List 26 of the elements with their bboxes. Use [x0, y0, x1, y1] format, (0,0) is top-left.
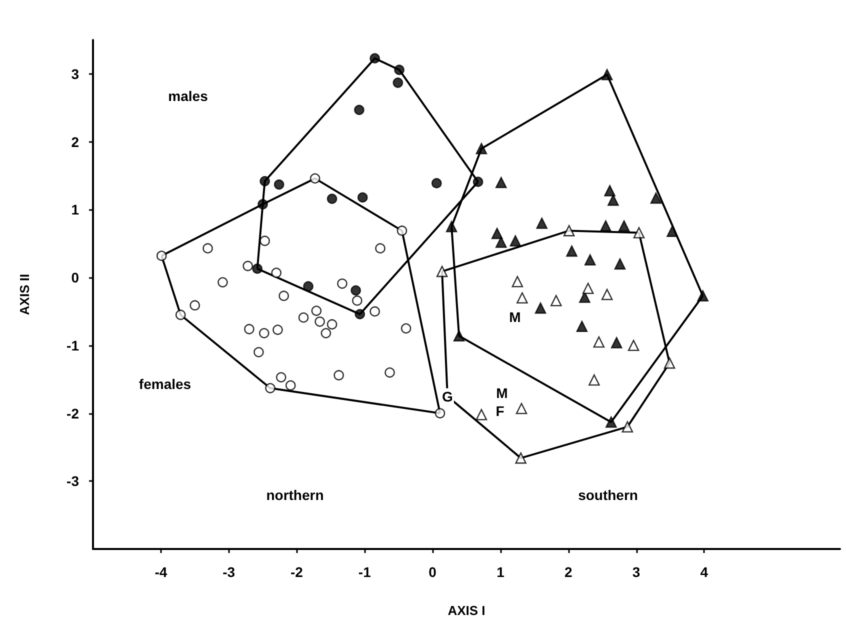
annotation: females	[138, 376, 192, 392]
x-tick-label: -1	[358, 564, 372, 580]
annotation: M	[496, 385, 508, 401]
y-tick-label: 2	[71, 134, 80, 150]
annotation: northern	[266, 487, 324, 503]
x-tick-label: 1	[496, 564, 505, 580]
x-tick-label: -4	[154, 564, 168, 580]
x-tick-label: -3	[222, 564, 236, 580]
y-tick-label: 3	[71, 66, 80, 82]
y-tick-label: -3	[66, 473, 80, 490]
y-tick-label: -1	[66, 337, 80, 354]
x-tick-label: -2	[290, 564, 304, 580]
annotation: M	[509, 309, 521, 325]
y-tick-label: 0	[71, 270, 80, 286]
x-tick-label: 3	[632, 564, 640, 580]
x-tick-label: 0	[428, 564, 437, 580]
y-tick-label: 1	[71, 202, 80, 218]
x-tick-label: 4	[700, 564, 708, 580]
annotation: G	[442, 388, 454, 404]
annotation: southern	[578, 487, 638, 503]
annotation: F	[496, 403, 505, 419]
x-tick-label: 2	[564, 564, 572, 580]
x-axis-title: AXIS I	[448, 603, 486, 618]
annotation: males	[168, 88, 208, 104]
y-axis-title: AXIS II	[17, 274, 32, 316]
y-tick-label: -2	[66, 405, 80, 422]
